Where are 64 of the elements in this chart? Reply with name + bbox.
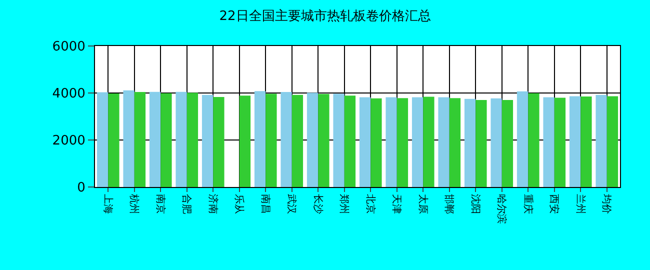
bar <box>543 97 554 187</box>
bar <box>333 94 344 187</box>
bar <box>423 96 434 187</box>
y-tick-label: 0 <box>77 180 86 196</box>
bar <box>134 92 146 187</box>
bar <box>318 94 330 187</box>
x-tick-label: 南京 <box>154 194 166 214</box>
x-tick-label: 重庆 <box>522 194 534 214</box>
x-tick-label: 哈尔滨 <box>496 194 508 224</box>
bar <box>370 98 382 187</box>
bar <box>96 92 108 187</box>
chart-title: 22日全国主要城市热轧板卷价格汇总 <box>219 8 431 24</box>
bar <box>580 96 592 187</box>
bar <box>176 92 187 187</box>
x-tick-label: 杭州 <box>128 193 140 214</box>
bar <box>213 97 224 187</box>
bar <box>449 98 461 187</box>
bar <box>569 96 581 187</box>
bar <box>202 94 214 187</box>
bar <box>438 97 450 187</box>
bar <box>160 93 172 187</box>
bar <box>596 94 607 187</box>
y-tick-label: 4000 <box>52 86 86 102</box>
bar <box>528 93 540 187</box>
x-tick-label: 合肥 <box>180 194 193 214</box>
bar <box>254 91 266 187</box>
bar <box>476 100 487 187</box>
bar <box>359 97 371 187</box>
bar <box>554 98 566 187</box>
x-tick-label: 长沙 <box>312 194 324 214</box>
bar <box>123 90 134 187</box>
bar <box>606 96 618 187</box>
bar <box>306 92 318 187</box>
bar <box>239 96 251 187</box>
x-tick-label: 北京 <box>364 194 376 214</box>
bar <box>344 96 356 187</box>
bar <box>396 98 408 187</box>
bar <box>490 98 502 187</box>
bar <box>464 98 476 187</box>
x-tick-label: 天津 <box>390 194 403 214</box>
x-tick-label: 上海 <box>102 194 114 214</box>
x-tick-label: 均价 <box>600 193 613 214</box>
x-tick-label: 武汉 <box>286 194 298 214</box>
x-tick-label: 南昌 <box>259 194 272 214</box>
x-tick-label: 济南 <box>206 194 219 214</box>
x-tick-label: 西安 <box>548 194 560 214</box>
bar <box>412 97 424 187</box>
bar <box>280 92 292 187</box>
x-tick-label: 郑州 <box>338 194 350 214</box>
x-tick-label: 兰州 <box>574 194 586 214</box>
bar <box>502 100 514 187</box>
x-tick-label: 沈阳 <box>469 194 482 214</box>
y-tick-label: 6000 <box>52 40 86 55</box>
x-tick-label: 邯郸 <box>443 194 456 214</box>
bar <box>186 92 198 187</box>
bar <box>292 94 304 187</box>
bar <box>266 94 277 187</box>
bar <box>108 93 120 187</box>
bar <box>386 97 397 187</box>
x-tick-label: 乐从 <box>233 194 246 214</box>
x-tick-label: 太原 <box>416 194 429 214</box>
bar <box>516 91 528 187</box>
bar <box>149 92 161 187</box>
y-tick-label: 2000 <box>52 134 86 149</box>
